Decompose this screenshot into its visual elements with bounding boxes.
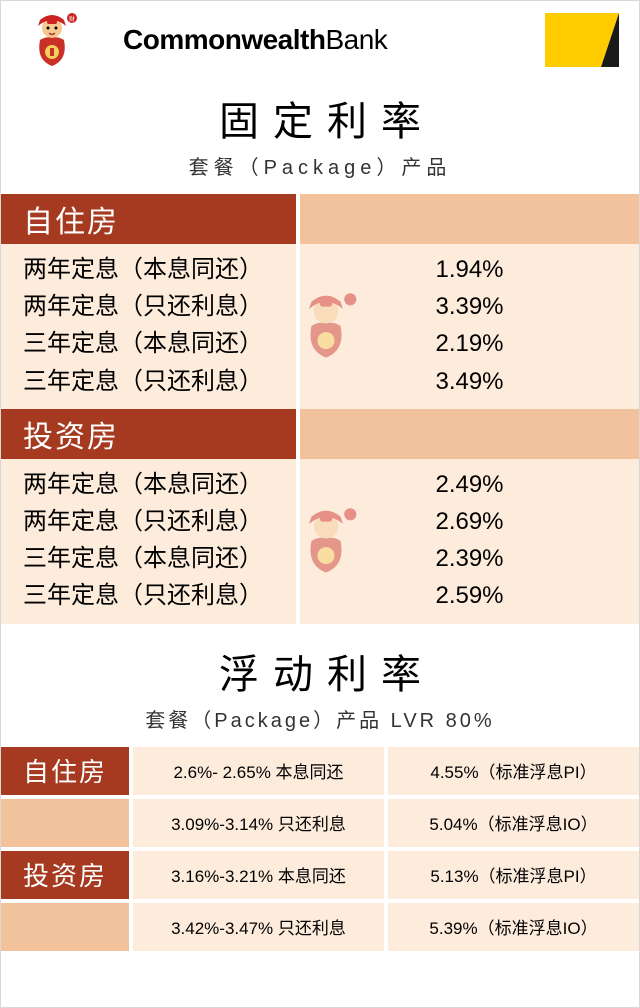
fixed-rate-value: 2.39% — [300, 543, 639, 574]
fixed-rate-value: 3.39% — [300, 291, 639, 322]
variable-group-label: 投资房 — [1, 851, 129, 899]
fixed-rate-title: 固定利率 — [15, 89, 639, 147]
variable-rate-cell: 5.04%（标准浮息IO） — [388, 799, 639, 847]
fixed-labels-col: 两年定息（本息同还） 两年定息（只还利息） 三年定息（本息同还） 三年定息（只还利息） — [1, 459, 296, 624]
variable-rate-cell: 3.16%-3.21% 本息同还 — [133, 851, 384, 899]
fixed-rate-label: 三年定息（只还利息） — [23, 366, 296, 397]
variable-rate-cell: 2.6%- 2.65% 本息同还 — [133, 747, 384, 795]
svg-text:财: 财 — [69, 15, 75, 23]
bank-name-light: Bank — [325, 24, 387, 55]
fixed-rates-col: 1.94% 3.39% 2.19% 3.49% — [300, 244, 639, 409]
variable-rate-title-block: 浮动利率 套餐（Package）产品 LVR 80% — [1, 624, 639, 747]
fixed-rate-title-block: 固定利率 套餐（Package）产品 — [1, 79, 639, 194]
fixed-rate-value: 2.19% — [300, 328, 639, 359]
fixed-rate-label: 两年定息（本息同还） — [23, 469, 296, 500]
variable-rate-subtitle: 套餐（Package）产品 LVR 80% — [1, 704, 639, 733]
bank-name: CommonwealthBank — [123, 24, 531, 56]
bank-logo-icon — [545, 13, 619, 67]
fixed-group-label: 投资房 — [1, 409, 296, 459]
fixed-rate-label: 两年定息（本息同还） — [23, 254, 296, 285]
fixed-rate-label: 三年定息（本息同还） — [23, 328, 296, 359]
variable-rate-cell: 3.42%-3.47% 只还利息 — [133, 903, 384, 951]
fixed-rate-label: 两年定息（只还利息） — [23, 291, 296, 322]
fixed-rate-value: 2.49% — [300, 469, 639, 500]
variable-rate-title: 浮动利率 — [15, 642, 639, 700]
variable-blank — [1, 903, 129, 951]
variable-rate-grid: 自住房2.6%- 2.65% 本息同还4.55%（标准浮息PI）3.09%-3.… — [1, 747, 639, 951]
fixed-labels-col: 两年定息（本息同还） 两年定息（只还利息） 三年定息（本息同还） 三年定息（只还利息） — [1, 244, 296, 409]
bank-name-bold: Commonwealth — [123, 24, 325, 55]
fixed-rate-table: 两年定息（本息同还） 两年定息（只还利息） 三年定息（本息同还） 三年定息（只还利息）… — [1, 459, 639, 624]
fixed-group-blank — [300, 194, 639, 244]
header: 财 CommonwealthBank — [1, 1, 639, 79]
fixed-rate-subtitle: 套餐（Package）产品 — [1, 151, 639, 180]
fixed-rate-label: 两年定息（只还利息） — [23, 506, 296, 537]
variable-blank — [1, 799, 129, 847]
fixed-group-band: 自住房 — [1, 194, 639, 244]
fixed-rate-label: 三年定息（只还利息） — [23, 580, 296, 611]
variable-rate-cell: 5.13%（标准浮息PI） — [388, 851, 639, 899]
fixed-rate-table: 两年定息（本息同还） 两年定息（只还利息） 三年定息（本息同还） 三年定息（只还利息）… — [1, 244, 639, 409]
variable-group-label: 自住房 — [1, 747, 129, 795]
fixed-rate-value: 1.94% — [300, 254, 639, 285]
fixed-group-band: 投资房 — [1, 409, 639, 459]
variable-rate-cell: 3.09%-3.14% 只还利息 — [133, 799, 384, 847]
mascot-icon: 财 — [21, 9, 83, 71]
fixed-group-blank — [300, 409, 639, 459]
fixed-rates-col: 2.49% 2.69% 2.39% 2.59% — [300, 459, 639, 624]
fixed-rate-value: 3.49% — [300, 366, 639, 397]
fixed-rate-value: 2.59% — [300, 580, 639, 611]
fixed-rate-label: 三年定息（本息同还） — [23, 543, 296, 574]
fixed-rate-value: 2.69% — [300, 506, 639, 537]
variable-rate-cell: 4.55%（标准浮息PI） — [388, 747, 639, 795]
variable-rate-cell: 5.39%（标准浮息IO） — [388, 903, 639, 951]
fixed-group-label: 自住房 — [1, 194, 296, 244]
